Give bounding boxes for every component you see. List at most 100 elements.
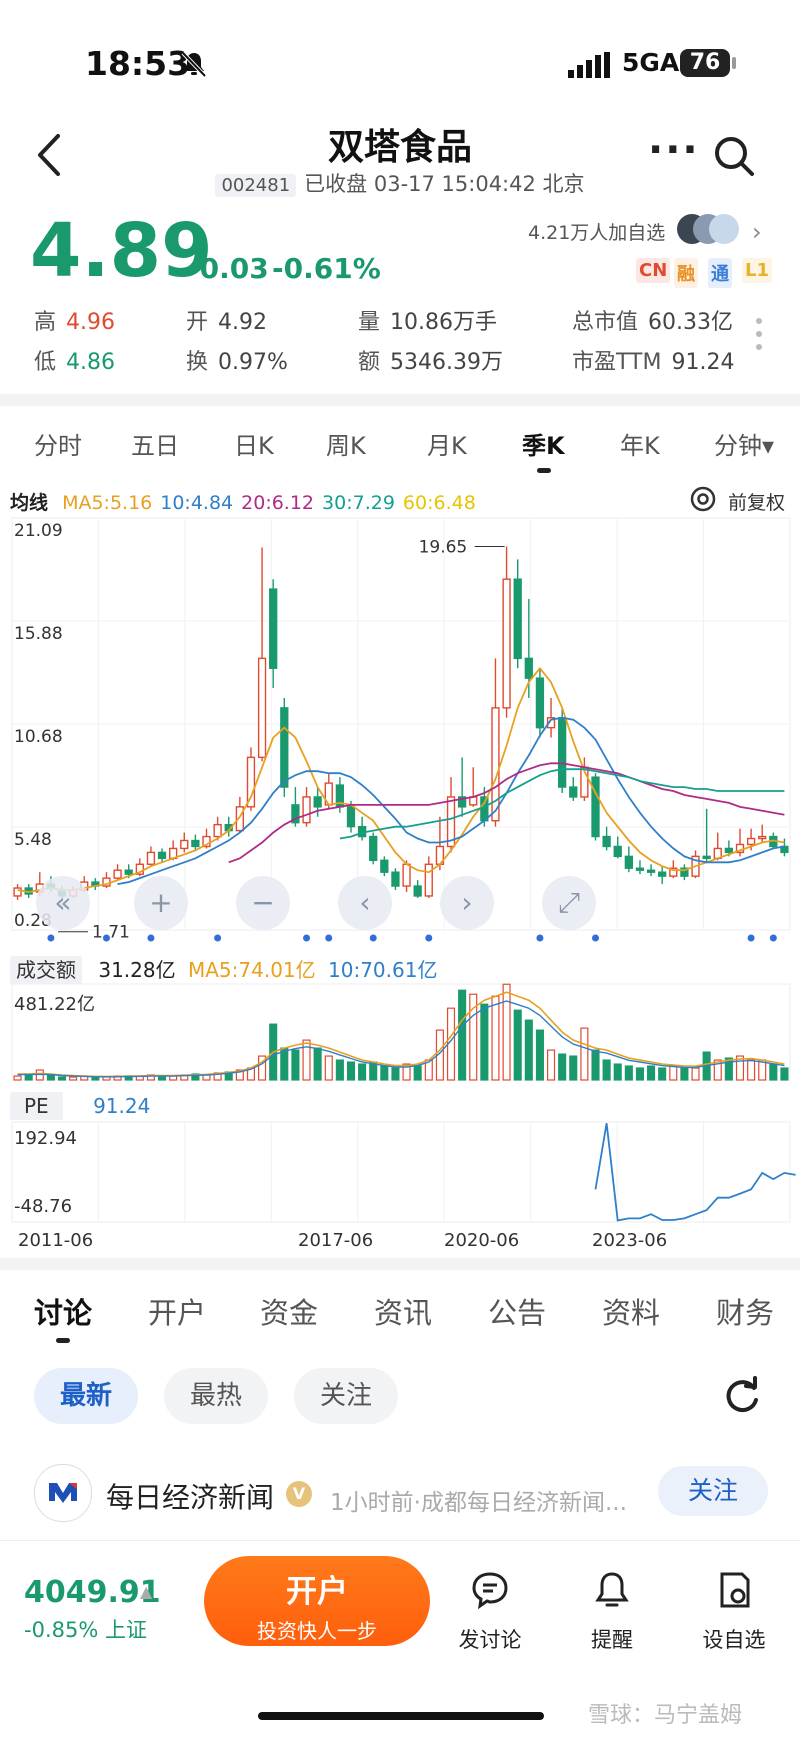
price-axis-label: 21.09 [14,521,63,541]
fullscreen-button[interactable]: ⤢ [542,876,596,930]
tab-discussion-6[interactable]: 财务 [716,1296,775,1330]
index-change[interactable]: -0.85% 上证 [24,1618,147,1642]
candle-body [546,717,556,729]
refresh-icon[interactable] [720,1374,764,1418]
scroll-left-fast-button[interactable]: « [36,876,90,930]
volume-bar [713,1059,722,1081]
volume-bar [235,1069,244,1081]
tab-discussion-2[interactable]: 资金 [260,1296,319,1330]
pe-legend: PE 91.24 [10,1092,151,1120]
signal-icon [568,52,610,78]
more-options-icon[interactable]: ··· [648,127,700,173]
zoom-in-button[interactable]: + [134,876,188,930]
follower-avatars[interactable] [676,212,740,246]
volume-value: 31.28亿 [98,958,176,982]
tab-discussion-1[interactable]: 开户 [148,1296,207,1330]
tag-margin[interactable]: 融 [674,258,698,288]
tag-cn[interactable]: CN [636,258,671,283]
candle-body [780,845,789,854]
open-account-sub: 投资快人一步 [257,1619,377,1643]
volume-title[interactable]: 成交额 [10,956,82,984]
zoom-out-button[interactable]: − [236,876,290,930]
watchlist-count[interactable]: 4.21万人加自选 [528,222,666,244]
tab-discussion-5[interactable]: 资料 [602,1296,661,1330]
scroll-left-button[interactable]: ‹ [338,876,392,930]
tab-kline-2[interactable]: 日K [234,432,274,460]
search-icon[interactable] [712,134,756,178]
news-source-logo[interactable] [34,1464,92,1522]
nbd-logo-icon [49,1483,77,1503]
candle-body [269,588,278,669]
mute-bell-icon [181,51,207,78]
tab-kline-1[interactable]: 五日 [131,432,179,460]
candle-body [513,578,522,660]
volume-bar [780,1067,789,1081]
volume-ma10-line [17,1000,785,1078]
event-dot [214,934,222,942]
settings-gear-icon[interactable] [688,484,718,514]
battery-icon: 76 [680,49,730,77]
filter-following[interactable]: 关注 [294,1368,398,1424]
open-account-button[interactable]: 开户 投资快人一步 [204,1556,430,1646]
post-discussion-button[interactable]: 发讨论 [440,1570,540,1654]
ma-legend-item: 30:7.29 [322,492,395,514]
volume-bar [458,989,467,1081]
candle-body [213,823,222,838]
event-dot [369,934,377,942]
candle-body [124,869,133,875]
pe-value: 91.24 [93,1094,151,1118]
active-tab-indicator [537,468,551,473]
tag-l1[interactable]: L1 [742,258,772,283]
candle-body [157,851,167,860]
tab-kline-5[interactable]: 季K [522,432,565,460]
volume-bar [302,1039,311,1081]
news-source-name[interactable]: 每日经济新闻 [106,1481,275,1514]
volume-bar [335,1059,344,1081]
event-dot [47,934,55,942]
candle-body [391,871,400,887]
x-axis-label: 2023-06 [592,1230,668,1251]
filter-hot[interactable]: 最热 [164,1368,268,1424]
alert-button[interactable]: 提醒 [562,1570,662,1654]
tab-discussion-0[interactable]: 讨论 [34,1296,93,1330]
filter-latest[interactable]: 最新 [34,1368,138,1424]
volume-bar [469,993,478,1081]
tag-connect[interactable]: 通 [708,258,732,288]
stat-open: 开 4.92 [186,310,267,335]
chevron-right-icon[interactable]: › [752,218,762,246]
follow-button[interactable]: 关注 [658,1466,768,1516]
candle-body [291,804,300,824]
candle-body [413,885,422,897]
pe-title[interactable]: PE [10,1092,63,1120]
back-arrow-icon[interactable] [30,130,70,180]
min-price-label: 1.71 [92,923,130,943]
volume-bar [635,1067,645,1081]
x-axis-label: 2017-06 [298,1230,374,1251]
candle-body [402,863,411,887]
current-price: 4.89 [30,208,213,294]
tab-discussion-3[interactable]: 资讯 [374,1296,433,1330]
tab-kline-3[interactable]: 周K [326,432,366,460]
tab-kline-4[interactable]: 月K [427,432,467,460]
volume-bar [346,1061,356,1081]
candle-body [202,835,211,848]
candle-body [502,578,511,709]
tab-kline-6[interactable]: 年K [620,432,660,460]
adjustment-mode[interactable]: 前复权 [728,492,786,514]
scroll-right-button[interactable]: › [440,876,494,930]
candle-body [658,871,667,877]
volume-panel-frame [11,983,791,1081]
tab-kline-0[interactable]: 分时 [34,432,82,460]
volume-legend: 成交额 31.28亿 MA5:74.01亿 10:70.61亿 [10,954,437,984]
volume-bar [735,1055,745,1081]
event-dot [325,934,333,942]
tab-kline-7[interactable]: 分钟▾ [714,432,775,460]
stock-code: 002481 [215,174,297,197]
more-stats-icon[interactable] [756,318,762,357]
tab-discussion-4[interactable]: 公告 [488,1296,547,1330]
candle-body [313,796,322,808]
section-divider [0,394,800,406]
index-value[interactable]: 4049.91 [24,1575,161,1610]
add-watchlist-button[interactable]: 设自选 [684,1570,784,1654]
